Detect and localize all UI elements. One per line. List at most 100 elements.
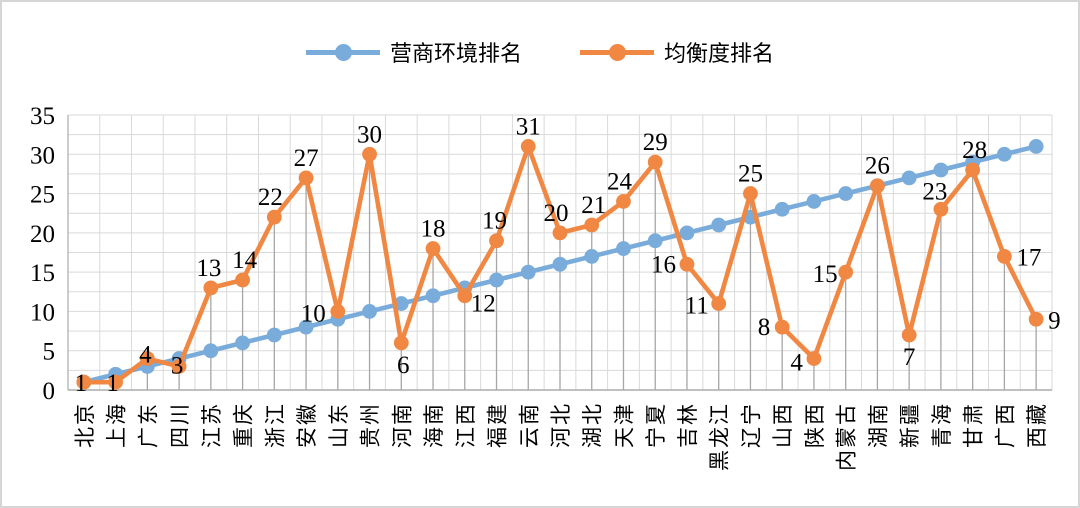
series-1-marker <box>425 241 441 256</box>
x-axis-label: 青海 <box>930 402 954 448</box>
x-axis-label: 湖南 <box>866 402 890 448</box>
series-1-marker <box>838 264 854 280</box>
series-1-marker <box>901 327 917 343</box>
x-axis-label: 黑龙江 <box>708 402 732 471</box>
x-axis-label: 河南 <box>390 402 414 448</box>
x-axis-label: 贵州 <box>359 402 383 448</box>
series-0-marker <box>1028 139 1044 154</box>
series-0-marker <box>996 146 1012 162</box>
y-tick-label: 15 <box>30 260 55 287</box>
series-1-marker <box>965 162 981 178</box>
data-label: 24 <box>607 168 633 195</box>
data-label: 22 <box>258 184 283 211</box>
series-0-marker <box>489 272 504 288</box>
series-0-marker <box>266 327 282 343</box>
series-1-marker <box>870 178 885 194</box>
series-0-marker <box>838 186 854 201</box>
series-0-marker <box>298 319 314 335</box>
data-label: 13 <box>196 255 221 282</box>
series-1-marker <box>266 209 282 225</box>
series-1-marker <box>235 272 250 288</box>
y-tick-label: 0 <box>43 378 56 405</box>
series-0-marker <box>647 233 663 249</box>
data-label: 4 <box>139 342 152 369</box>
series-1-marker <box>171 359 187 374</box>
x-axis-label: 上海 <box>105 402 129 448</box>
x-axis-label: 安徽 <box>295 402 319 448</box>
data-label: 30 <box>357 121 382 148</box>
series-1-marker <box>996 249 1012 264</box>
x-axis-label: 吉林 <box>676 402 700 448</box>
y-tick-label: 25 <box>30 182 55 209</box>
data-label: 4 <box>790 350 803 377</box>
legend-item-business-env-rank: 营商环境排名 <box>305 36 522 68</box>
legend-line-marker-icon <box>580 43 654 61</box>
data-label: 10 <box>301 300 326 327</box>
data-label: 21 <box>581 192 606 219</box>
x-axis-label: 海南 <box>422 402 446 448</box>
legend-label-balance-rank: 均衡度排名 <box>664 41 775 66</box>
series-1-marker <box>330 304 346 319</box>
legend-label-business-env-rank: 营商环境排名 <box>389 41 522 66</box>
series-0-marker <box>616 241 631 256</box>
series-1-marker <box>362 146 377 162</box>
data-label: 11 <box>685 293 709 320</box>
legend-line-marker-icon <box>305 43 380 61</box>
x-axis-label: 重庆 <box>232 402 256 448</box>
data-label: 31 <box>516 113 541 140</box>
series-0-marker <box>425 288 441 304</box>
data-label: 8 <box>758 314 771 341</box>
data-label: 9 <box>1048 307 1061 334</box>
series-1-marker <box>203 280 219 296</box>
x-axis-label: 山西 <box>771 402 795 448</box>
x-axis-label: 陕西 <box>803 402 827 448</box>
series-0-marker <box>584 249 600 264</box>
data-label: 29 <box>643 129 668 156</box>
x-axis-label: 云南 <box>517 402 541 448</box>
data-label: 1 <box>106 370 119 397</box>
x-axis-label: 宁夏 <box>644 402 668 448</box>
series-1-marker <box>679 256 695 272</box>
series-1-marker <box>1028 311 1044 327</box>
series-0-marker <box>552 256 568 272</box>
legend-item-balance-rank: 均衡度排名 <box>580 36 774 68</box>
data-label: 19 <box>482 208 507 235</box>
series-1-marker <box>774 319 790 335</box>
data-label: 20 <box>544 200 569 227</box>
y-tick-label: 35 <box>30 103 55 130</box>
series-1-marker <box>108 374 124 390</box>
series-1-marker <box>457 288 473 304</box>
series-1-marker <box>76 374 92 390</box>
series-1-marker <box>139 351 155 366</box>
y-tick-label: 30 <box>30 142 55 169</box>
data-label: 3 <box>171 352 184 379</box>
x-axis-label: 天津 <box>612 402 636 448</box>
data-label: 23 <box>922 178 947 205</box>
x-axis-label: 山东 <box>327 402 351 448</box>
data-label: 15 <box>813 261 838 288</box>
data-label: 16 <box>651 251 676 278</box>
series-1-marker <box>806 351 822 366</box>
series-1-marker <box>489 233 504 249</box>
series-1-marker <box>647 154 663 170</box>
data-label: 25 <box>738 161 763 188</box>
x-axis-label: 甘肃 <box>962 402 986 448</box>
y-tick-label: 20 <box>30 221 55 248</box>
series-0-marker <box>203 343 219 359</box>
data-label: 18 <box>421 216 446 243</box>
data-label: 26 <box>865 153 890 180</box>
x-axis-label: 四川 <box>168 402 192 448</box>
series-0-marker <box>711 217 727 233</box>
chart-legend: 营商环境排名 均衡度排名 <box>2 30 1078 74</box>
x-axis-label: 北京 <box>73 402 97 448</box>
series-1-marker <box>584 217 600 233</box>
x-axis-label: 内蒙古 <box>835 402 859 471</box>
series-0-marker <box>933 162 949 178</box>
y-tick-label: 10 <box>30 299 55 326</box>
series-0-marker <box>901 170 917 186</box>
series-0-marker <box>806 194 822 209</box>
series-1-marker <box>520 139 536 154</box>
data-label: 6 <box>397 352 410 379</box>
x-axis-label: 新疆 <box>898 402 922 448</box>
